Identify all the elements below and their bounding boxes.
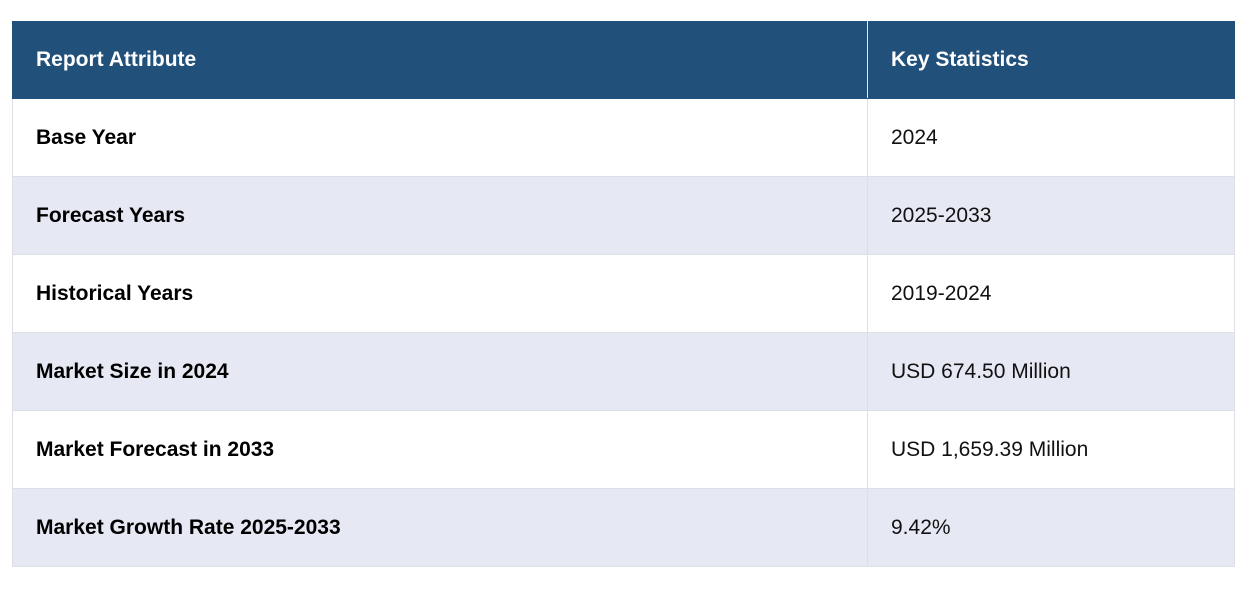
- row-attribute: Market Size in 2024: [12, 332, 868, 411]
- row-value: USD 674.50 Million: [867, 332, 1235, 411]
- row-value: 2024: [867, 98, 1235, 177]
- table-row: Historical Years 2019-2024: [12, 254, 1235, 333]
- table-header: Report Attribute Key Statistics: [12, 21, 1235, 99]
- report-table-container: Report Attribute Key Statistics Base Yea…: [12, 21, 1235, 567]
- table-row: Market Growth Rate 2025-2033 9.42%: [12, 488, 1235, 567]
- row-attribute: Market Growth Rate 2025-2033: [12, 488, 868, 567]
- row-attribute: Market Forecast in 2033: [12, 410, 868, 489]
- header-key-statistics: Key Statistics: [867, 21, 1235, 99]
- table-row: Base Year 2024: [12, 98, 1235, 177]
- header-report-attribute: Report Attribute: [12, 21, 868, 99]
- row-value: 2019-2024: [867, 254, 1235, 333]
- row-value: 2025-2033: [867, 176, 1235, 255]
- row-attribute: Historical Years: [12, 254, 868, 333]
- row-attribute: Base Year: [12, 98, 868, 177]
- header-row: Report Attribute Key Statistics: [12, 21, 1235, 99]
- table-row: Market Size in 2024 USD 674.50 Million: [12, 332, 1235, 411]
- row-attribute: Forecast Years: [12, 176, 868, 255]
- table-row: Forecast Years 2025-2033: [12, 176, 1235, 255]
- report-table: Report Attribute Key Statistics Base Yea…: [12, 21, 1235, 567]
- table-body: Base Year 2024 Forecast Years 2025-2033 …: [12, 98, 1235, 567]
- row-value: USD 1,659.39 Million: [867, 410, 1235, 489]
- row-value: 9.42%: [867, 488, 1235, 567]
- table-row: Market Forecast in 2033 USD 1,659.39 Mil…: [12, 410, 1235, 489]
